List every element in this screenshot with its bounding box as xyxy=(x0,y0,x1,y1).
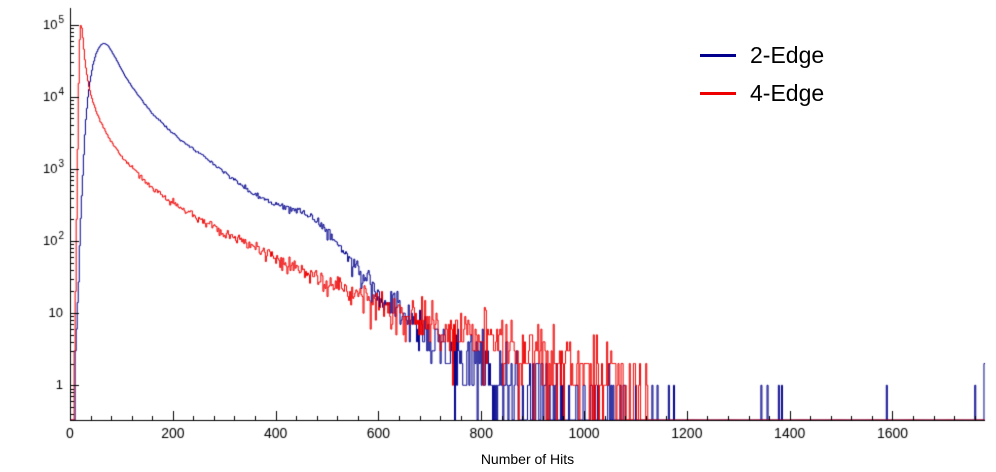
2-edge-line-swatch xyxy=(700,53,736,57)
legend-item-4-edge: 4-Edge xyxy=(700,78,824,108)
legend-label-2-edge: 2-Edge xyxy=(750,41,825,68)
4-edge-line-swatch xyxy=(700,91,736,95)
legend-item-2-edge: 2-Edge xyxy=(700,40,824,70)
legend: 2-Edge 4-Edge xyxy=(700,40,824,108)
x-axis-title: Number of Hits xyxy=(480,451,575,467)
legend-label-4-edge: 4-Edge xyxy=(750,79,825,106)
